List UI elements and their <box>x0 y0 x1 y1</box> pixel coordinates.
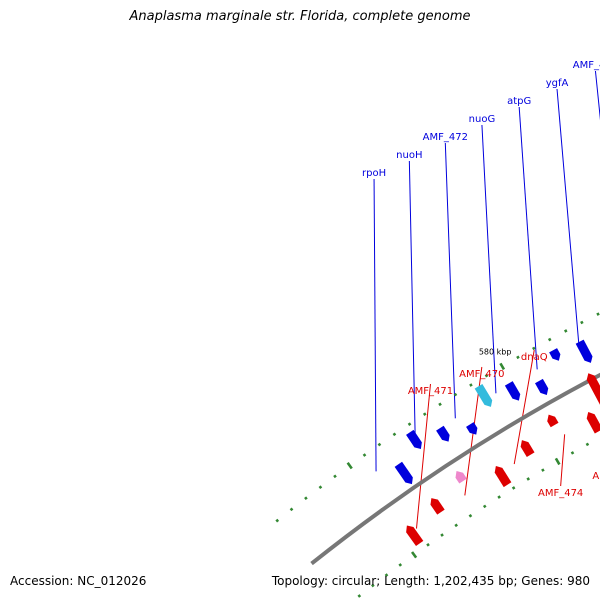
outer-tick <box>377 442 382 447</box>
genome-stats-label: Topology: circular; Length: 1,202,435 bp… <box>271 574 590 588</box>
outer-tick <box>422 412 427 416</box>
outer-tick <box>580 320 584 325</box>
gene-features <box>394 339 600 547</box>
forward-gene-label: AMF_459 <box>573 60 600 71</box>
forward-gene-label: rpoH <box>362 168 386 179</box>
accession-label: Accession: NC_012026 <box>10 574 147 588</box>
reverse-gene-arrow <box>406 525 424 547</box>
inner-tick <box>426 543 430 547</box>
outer-tick <box>563 329 568 333</box>
inner-tick <box>468 513 473 518</box>
inner-tick <box>410 551 418 559</box>
outer-tick <box>516 355 520 360</box>
outer-tick <box>275 518 280 523</box>
forward-gene-label: atpG <box>507 96 531 107</box>
inner-tick <box>497 495 501 499</box>
map-title: Anaplasma marginale str. Florida, comple… <box>129 9 471 24</box>
tick-rings <box>275 312 600 598</box>
inner-tick <box>371 583 375 588</box>
reverse-gene-label: AMF_475 <box>592 471 600 482</box>
forward-leader-line <box>408 160 416 445</box>
reverse-gene-arrow <box>494 466 512 488</box>
forward-leader-line <box>444 142 456 419</box>
inner-tick <box>482 504 487 509</box>
rrna-arrow <box>586 373 600 429</box>
forward-gene-arrow <box>436 425 450 442</box>
forward-leader-line <box>481 124 497 394</box>
outer-tick <box>596 312 600 316</box>
forward-gene-label: nuoH <box>396 150 422 161</box>
reverse-gene-arrow <box>430 498 445 515</box>
outer-tick <box>318 485 323 490</box>
outer-tick <box>532 346 536 351</box>
reverse-gene-arrow <box>586 411 600 434</box>
reverse-leader-line <box>415 383 431 529</box>
inner-tick <box>570 451 575 455</box>
kbp-tick-labels: 490 kbp500 kbp510 kbp520 kbp530 kbp540 k… <box>479 347 512 356</box>
forward-gene-arrow <box>504 381 521 401</box>
reverse-leader-line <box>560 434 566 487</box>
reverse-gene-arrow <box>520 440 535 458</box>
inner-tick <box>398 563 403 567</box>
outer-tick <box>484 373 489 378</box>
gene-labels: AMF_394AMF_432AMF_451AMF_1078AMF_431AMF_… <box>362 60 600 499</box>
outer-tick <box>469 383 473 387</box>
forward-leader-line <box>594 70 600 121</box>
outer-tick <box>453 392 458 397</box>
inner-tick <box>454 523 459 528</box>
outer-tick <box>547 337 552 342</box>
inner-tick <box>526 477 531 481</box>
inner-tick <box>384 573 389 577</box>
outer-tick <box>407 422 412 426</box>
reverse-leader-line <box>513 349 535 465</box>
forward-gene-arrow <box>406 429 422 450</box>
outer-tick <box>392 432 397 437</box>
forward-gene-arrow <box>575 339 593 363</box>
forward-gene-label: AMF_472 <box>423 132 468 143</box>
forward-gene-arrow <box>549 348 561 361</box>
inner-tick <box>511 486 516 490</box>
reverse-gene-label: AMF_474 <box>538 488 583 499</box>
reverse-gene-label: AMF_471 <box>408 386 453 397</box>
inner-tick <box>541 468 545 472</box>
forward-gene-arrow <box>394 461 413 485</box>
outer-tick <box>346 462 353 470</box>
outer-tick <box>289 507 294 512</box>
forward-gene-arrow <box>466 422 478 435</box>
forward-gene-arrow <box>535 378 549 395</box>
forward-gene-label: nuoG <box>469 114 496 125</box>
forward-leader-line <box>556 88 580 347</box>
outer-tick <box>438 402 442 407</box>
reverse-gene-label: AMF_470 <box>459 369 504 380</box>
forward-gene-label: ygfA <box>546 78 569 89</box>
backbone-arc <box>310 372 600 566</box>
reverse-gene-arrow <box>547 414 559 428</box>
inner-tick <box>585 442 590 447</box>
reverse-gene-label: dnaQ <box>521 352 548 363</box>
outer-tick <box>362 453 367 457</box>
inner-tick <box>440 533 444 537</box>
leader-lines <box>373 70 600 529</box>
kbp-tick-label: 580 kbp <box>479 347 512 356</box>
forward-leader-line <box>373 178 377 472</box>
forward-gene-arrow <box>474 383 493 407</box>
outer-tick <box>304 496 308 501</box>
inner-tick <box>554 457 561 466</box>
outer-tick <box>499 362 506 371</box>
outer-tick <box>333 474 337 479</box>
reverse-gene-arrow <box>455 471 467 484</box>
forward-leader-line <box>518 106 538 370</box>
genome-backbone <box>310 372 600 566</box>
inner-tick <box>357 594 362 598</box>
